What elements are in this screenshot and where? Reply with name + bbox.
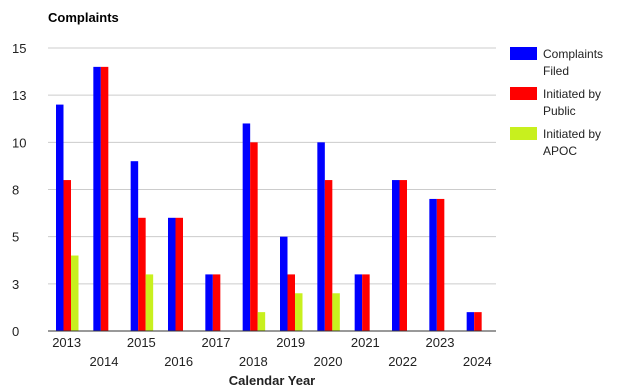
legend-label: Public: [543, 104, 576, 118]
bar: [354, 274, 363, 331]
chart-title: Complaints: [48, 10, 119, 25]
bar: [474, 312, 482, 331]
x-tick-label: 2022: [388, 354, 417, 369]
legend-swatch: [510, 127, 537, 140]
x-tick-label: 2024: [463, 354, 492, 369]
x-tick-label: 2018: [239, 354, 268, 369]
bar: [287, 274, 295, 331]
x-tick-label: 2020: [314, 354, 343, 369]
x-tick-label: 2014: [90, 354, 119, 369]
gridlines: [48, 47, 496, 285]
x-tick-label: 2015: [127, 335, 156, 350]
y-axis-ticks: 0 3 5 8 10 13 15: [12, 41, 26, 339]
bar: [100, 66, 109, 331]
bar: [242, 123, 251, 331]
bar: [138, 217, 146, 331]
bar: [332, 293, 340, 331]
bar: [205, 274, 213, 331]
x-tick-label: 2019: [276, 335, 305, 350]
x-tick-label: 2017: [202, 335, 231, 350]
y-tick-label: 15: [12, 41, 26, 56]
y-tick-label: 10: [12, 135, 26, 150]
legend-swatch: [510, 47, 537, 60]
bar: [212, 274, 221, 331]
y-tick-label: 5: [12, 230, 19, 245]
x-tick-label: 2021: [351, 335, 380, 350]
bar: [362, 274, 370, 331]
x-axis-title: Calendar Year: [229, 373, 315, 388]
bar: [280, 236, 288, 331]
bar: [175, 217, 183, 331]
bar: [429, 198, 437, 331]
legend-label: Filed: [543, 64, 569, 78]
bar: [436, 198, 445, 331]
bars: [56, 66, 482, 331]
x-tick-label: 2023: [426, 335, 455, 350]
bar: [324, 180, 333, 331]
bar: [145, 274, 154, 331]
legend-swatch: [510, 87, 537, 100]
bar: [317, 142, 325, 331]
bar: [93, 66, 101, 331]
bar: [63, 180, 71, 331]
y-tick-label: 8: [12, 183, 19, 198]
bar: [250, 142, 258, 331]
bar: [466, 312, 475, 331]
y-tick-label: 3: [12, 277, 19, 292]
bar: [56, 104, 64, 331]
legend-label: APOC: [543, 144, 577, 158]
y-tick-label: 13: [12, 88, 26, 103]
x-tick-label: 2013: [52, 335, 81, 350]
bar: [399, 180, 407, 331]
bar: [168, 217, 176, 331]
bar: [257, 312, 266, 331]
x-tick-label: 2016: [164, 354, 193, 369]
legend-label: Initiated by: [543, 127, 601, 141]
y-tick-label: 0: [12, 324, 19, 339]
legend: Complaints Filed Initiated by Public Initiat…: [510, 47, 603, 158]
bar: [130, 161, 139, 331]
bar: [295, 293, 303, 331]
legend-label: Complaints: [543, 47, 603, 61]
legend-label: Initiated by: [543, 87, 601, 101]
bar: [71, 255, 79, 331]
x-axis-ticks: 2013 2014 2015 2016 2017 2018 2019 2020 2021 2022…: [52, 335, 492, 369]
bar: [392, 180, 400, 331]
